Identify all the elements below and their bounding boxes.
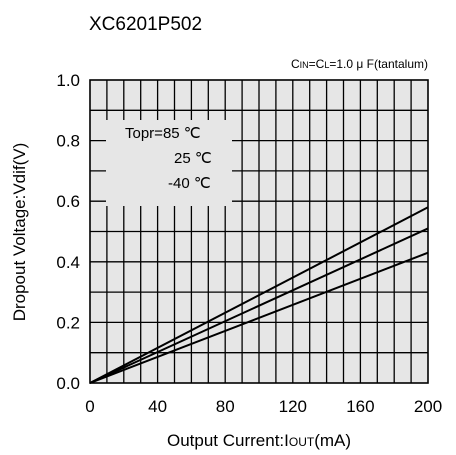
condition-label: CIN=CL=1.0 μ F(tantalum) xyxy=(291,57,428,71)
legend-entry-25c: 25 ℃ xyxy=(174,150,212,167)
y-tick-label: 0.6 xyxy=(56,192,80,211)
x-tick-label: 0 xyxy=(85,397,94,416)
plot-frame xyxy=(89,79,429,384)
y-tick-label: 0.4 xyxy=(56,253,80,272)
chart-title: XC6201P502 xyxy=(89,14,202,35)
x-tick-label: 160 xyxy=(346,397,374,416)
series-line-0 xyxy=(89,206,429,384)
y-tick-label: 0.0 xyxy=(56,374,80,393)
x-tick-label: 40 xyxy=(148,397,167,416)
x-tick-label: 200 xyxy=(414,397,442,416)
x-tick-label: 120 xyxy=(279,397,307,416)
series-line-2 xyxy=(89,251,429,384)
legend-background xyxy=(106,120,232,206)
x-axis-label: Output Current:IOUT(mA) xyxy=(167,431,351,450)
axis-ticks: 0 40 80 120 160 200 0.0 0.2 0.4 0.6 0.8 1.0 xyxy=(56,71,442,416)
legend-entry-85c: Topr=85 ℃ xyxy=(125,125,201,142)
x-tick-label: 80 xyxy=(216,397,235,416)
series-line-1 xyxy=(89,227,429,384)
y-tick-label: 0.8 xyxy=(56,132,80,151)
y-axis-label: Dropout Voltage:Vdif(V) xyxy=(10,143,29,322)
y-tick-label: 0.2 xyxy=(56,313,80,332)
legend-entry-minus40c: -40 ℃ xyxy=(168,175,211,192)
series-lines xyxy=(89,206,429,384)
y-tick-label: 1.0 xyxy=(56,71,80,90)
